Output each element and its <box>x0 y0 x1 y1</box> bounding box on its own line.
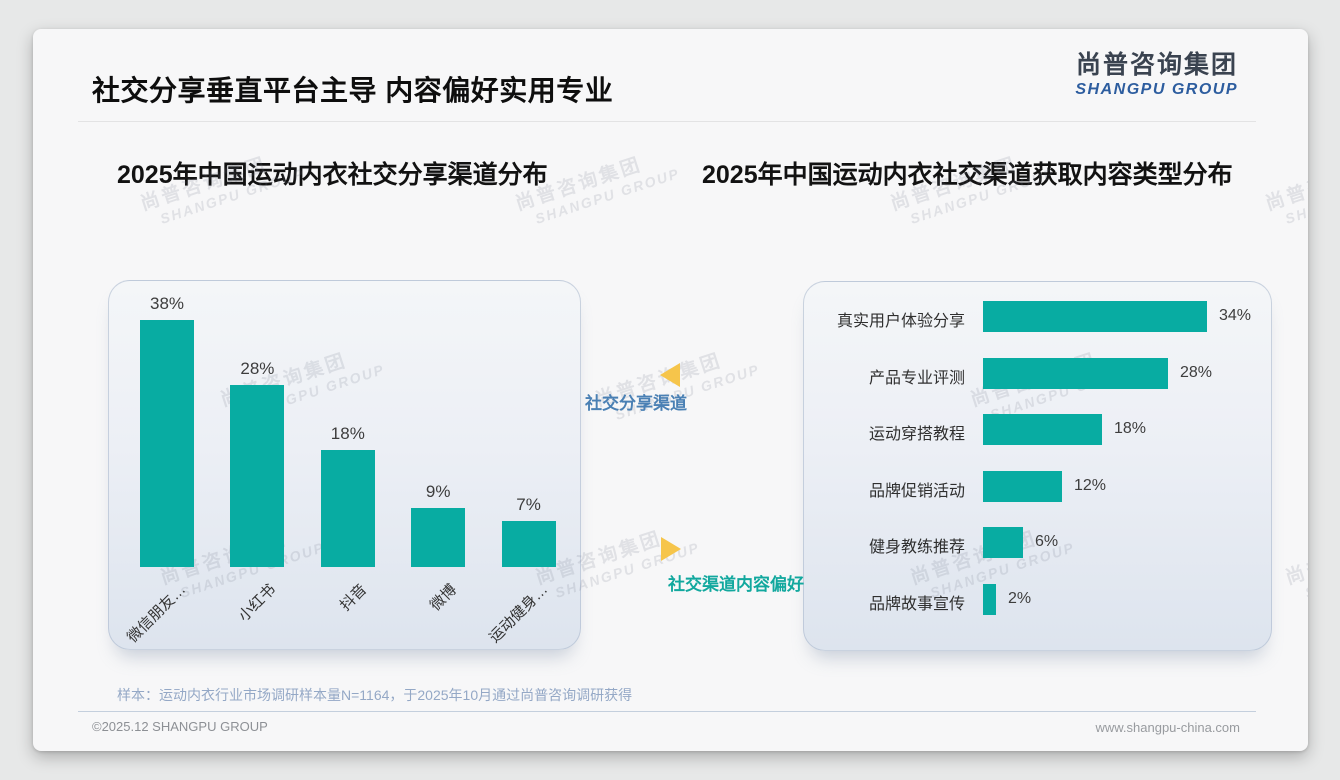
sample-note: 样本：运动内衣行业市场调研样本量N=1164，于2025年10月通过尚普咨询调研… <box>117 687 633 703</box>
bar-category-label: 产品专业评测 <box>868 370 965 387</box>
bar <box>983 358 1168 389</box>
bar-category-label: 品牌故事宣传 <box>868 596 965 613</box>
bar-value-label: 2% <box>1008 590 1032 607</box>
right-chart-title: 2025年中国运动内衣社交渠道获取内容类型分布 <box>702 161 1233 189</box>
bar-value-label: 28% <box>240 359 275 378</box>
bar <box>983 471 1062 502</box>
page-title: 社交分享垂直平台主导 内容偏好实用专业 <box>92 75 614 106</box>
watermark-en-text: SHANGPU GROUP <box>1303 539 1308 601</box>
bar <box>983 414 1102 445</box>
bar-value-label: 9% <box>425 482 451 501</box>
bar <box>983 527 1023 558</box>
logo-cn-text: 尚普咨询集团 <box>1075 51 1238 79</box>
logo-en-text: SHANGPU GROUP <box>1075 81 1238 98</box>
bar-value-label: 12% <box>1074 477 1107 494</box>
bar-category-label: 运动健身… <box>485 581 551 647</box>
copyright-text: ©2025.12 SHANGPU GROUP <box>92 719 268 734</box>
bar <box>501 521 556 567</box>
slide-card: 社交分享垂直平台主导 内容偏好实用专业 尚普咨询集团 SHANGPU GROUP… <box>33 29 1308 751</box>
shangpu-logo: 尚普咨询集团 SHANGPU GROUP <box>1075 53 1238 98</box>
bar-category-label: 微博 <box>427 581 461 615</box>
bar <box>230 385 285 567</box>
bar-category-label: 运动穿搭教程 <box>868 426 965 443</box>
watermark-cn-text: 尚普咨询集团 <box>1263 154 1308 215</box>
bar-category-label: 真实用户体验分享 <box>836 313 965 330</box>
bar <box>983 301 1207 332</box>
bar-category-label: 品牌促销活动 <box>868 483 965 500</box>
bar <box>983 584 996 615</box>
bar <box>140 320 194 567</box>
right-pointing-triangle-icon <box>661 537 681 561</box>
bar-category-label: 微信朋友… <box>124 581 190 647</box>
bar-value-label: 18% <box>330 424 365 443</box>
content-preference-annotation: 社交渠道内容偏好 <box>668 575 804 594</box>
content-type-bar-chart: 真实用户体验分享 34% 产品专业评测 28% 运动穿搭教程 18% 品牌促销活动 12% 健身… <box>803 281 1270 649</box>
bar-value-label: 28% <box>1180 364 1213 381</box>
header-divider <box>78 121 1256 122</box>
bar-value-label: 38% <box>149 294 185 313</box>
bar-value-label: 18% <box>1114 420 1147 437</box>
left-chart-title: 2025年中国运动内衣社交分享渠道分布 <box>117 161 548 189</box>
bar-value-label: 7% <box>516 495 541 514</box>
bar <box>320 450 375 567</box>
bar <box>411 508 466 567</box>
watermark-cn-text: 尚普咨询集团 <box>1283 528 1308 589</box>
footer-divider <box>78 711 1256 712</box>
share-channels-annotation: 社交分享渠道 <box>585 394 687 413</box>
watermark-en-text: SHANGPU GROUP <box>1283 165 1308 227</box>
right-chart-panel <box>803 281 1272 651</box>
website-text: www.shangpu-china.com <box>1095 720 1240 735</box>
bar-category-label: 小红书 <box>235 581 280 625</box>
bar-value-label: 34% <box>1219 307 1252 324</box>
share-channel-bar-chart: 38% 微信朋友… 28% 小红书 18% 抖音 9% 微博 7% 运动健身… <box>108 280 579 648</box>
bar-category-label: 抖音 <box>336 581 370 615</box>
bar-category-label: 健身教练推荐 <box>868 539 965 556</box>
bar-value-label: 6% <box>1035 533 1059 550</box>
left-pointing-triangle-icon <box>660 363 680 387</box>
